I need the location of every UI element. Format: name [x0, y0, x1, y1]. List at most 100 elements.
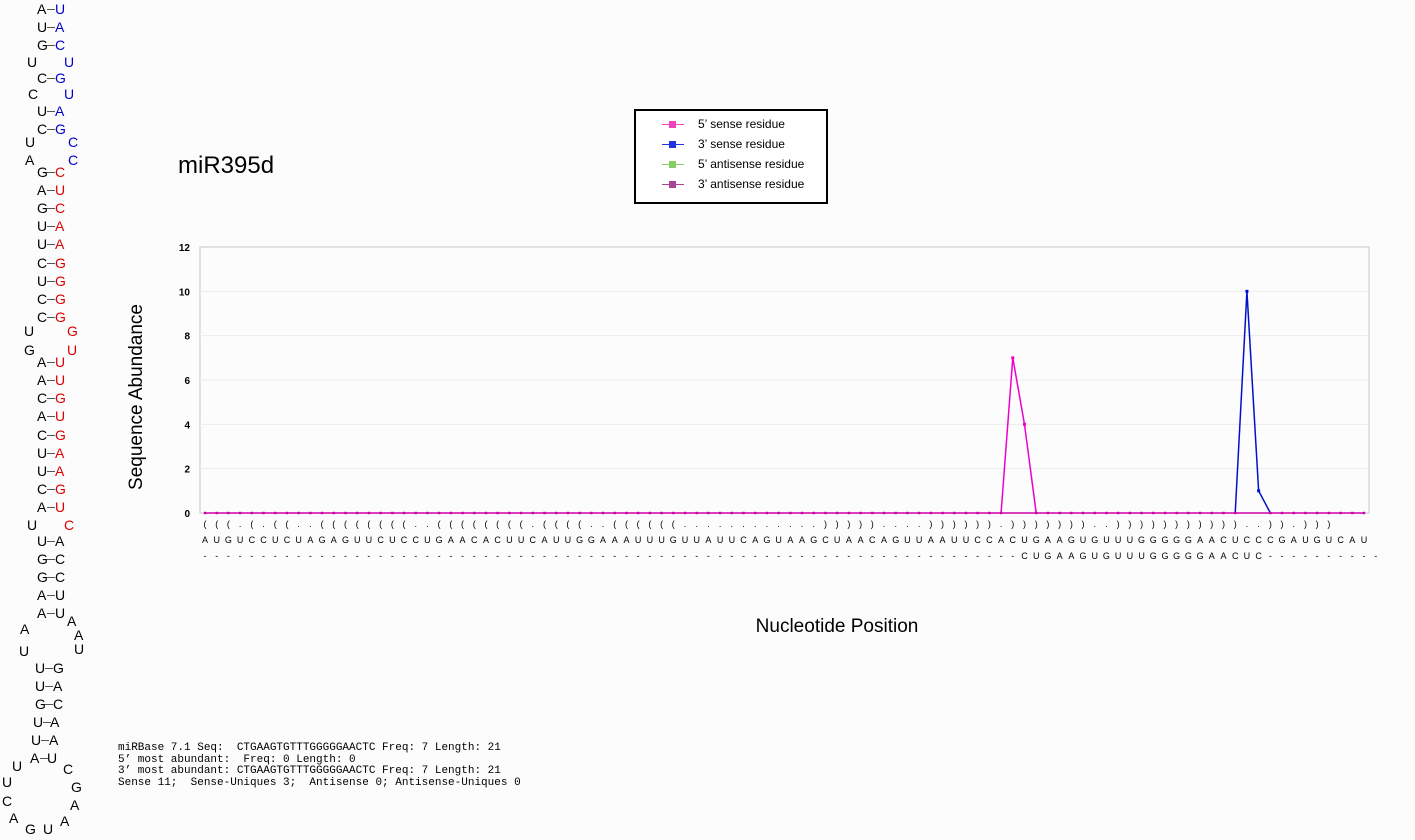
baseline-point	[227, 511, 230, 515]
baseline-point	[262, 511, 265, 515]
nucleotide: U	[55, 1, 66, 17]
structure-char: (	[344, 519, 347, 529]
nucleotide: A	[53, 678, 63, 694]
baseline-point	[660, 511, 663, 515]
nucleotide: G	[55, 70, 66, 86]
baseline-point	[730, 511, 734, 515]
structure-char: )	[953, 519, 956, 529]
nucleotide: G	[55, 255, 66, 271]
nucleotide: G	[37, 37, 48, 53]
legend-label: 3’ antisense residue	[698, 177, 805, 191]
sequence-char: U	[295, 535, 302, 545]
nucleotide: C	[37, 291, 48, 307]
sequence-char: C	[1244, 535, 1251, 545]
read-char: -	[812, 551, 815, 561]
structure-char: .	[766, 519, 769, 529]
read-char: -	[1351, 551, 1354, 561]
data-point	[1011, 356, 1015, 360]
base-pair-bond	[47, 453, 55, 454]
base-pair-bond	[47, 416, 55, 417]
read-char: A	[1057, 551, 1063, 561]
baseline-point	[1234, 511, 1237, 515]
sequence-char: U	[635, 535, 642, 545]
nucleotide: A	[55, 218, 65, 234]
structure-char: (	[520, 519, 523, 529]
baseline-point	[847, 511, 851, 515]
nucleotide: A	[55, 103, 65, 119]
base-pair-bond	[47, 208, 55, 209]
structure-char: (	[496, 519, 499, 529]
read-char: -	[403, 551, 406, 561]
base-pair-bond	[47, 317, 55, 318]
structure-char: .	[1000, 519, 1003, 529]
base-pair-bond	[47, 9, 55, 10]
structure-char: .	[590, 519, 593, 529]
structure-char: )	[1152, 519, 1155, 529]
baseline-point	[461, 511, 464, 515]
sequence-char: G	[1314, 535, 1321, 545]
sequence-char: G	[1279, 535, 1286, 545]
sequence-char: C	[494, 535, 501, 545]
nucleotide: A	[74, 627, 84, 643]
structure-char: .	[297, 519, 300, 529]
nucleotide: U	[74, 641, 85, 657]
read-char: -	[754, 551, 757, 561]
read-char: -	[1281, 551, 1284, 561]
read-char: -	[321, 551, 324, 561]
read-char: C	[1021, 551, 1028, 561]
structure-char: (	[285, 519, 288, 529]
baseline-point	[1327, 511, 1331, 515]
nucleotide: A	[55, 533, 65, 549]
base-pair-bond	[40, 758, 48, 759]
legend-item-3-antisense: 3’ antisense residue	[636, 177, 826, 193]
base-pair-bond	[47, 577, 55, 578]
structure-char: )	[1163, 519, 1166, 529]
read-char: -	[391, 551, 394, 561]
sequence-char: U	[213, 535, 220, 545]
baseline-point	[508, 511, 511, 515]
baseline-point	[648, 511, 652, 515]
baseline-point	[613, 511, 616, 515]
nucleotide: U	[37, 463, 48, 479]
baseline-point	[941, 511, 944, 515]
nucleotide: U	[27, 517, 38, 533]
baseline-point	[1175, 511, 1178, 515]
sequence-char: C	[377, 535, 384, 545]
read-char: U	[1138, 551, 1145, 561]
structure-char: (	[204, 519, 207, 529]
structure-char: )	[1128, 519, 1131, 529]
structure-char: )	[1011, 519, 1014, 529]
sequence-char: U	[951, 535, 958, 545]
read-char: -	[648, 551, 651, 561]
base-pair-bond	[45, 704, 53, 705]
sequence-char: A	[1045, 535, 1051, 545]
sequence-char: G	[1068, 535, 1075, 545]
baseline-point	[835, 511, 839, 515]
baseline-point	[1128, 511, 1132, 515]
read-char: -	[309, 551, 312, 561]
base-pair-bond	[47, 226, 55, 227]
read-char: U	[1033, 551, 1040, 561]
info-mirbase-line: miRBase 7.1 Seq: CTGAAGTGTTTGGGGGAACTC F…	[118, 742, 501, 754]
sequence-char: A	[448, 535, 454, 545]
structure-char: )	[1281, 519, 1284, 529]
sequence-char: U	[1326, 535, 1333, 545]
baseline-point	[1351, 511, 1354, 515]
sequence-char: A	[799, 535, 805, 545]
sequence-char: U	[775, 535, 782, 545]
baseline-point	[824, 511, 827, 515]
structure-char: )	[1199, 519, 1202, 529]
baseline-point	[988, 511, 991, 515]
nucleotide: C	[37, 427, 48, 443]
sequence-char: U	[658, 535, 665, 545]
nucleotide: C	[55, 551, 66, 567]
sequence-char: G	[1173, 535, 1180, 545]
sequence-char: U	[1232, 535, 1239, 545]
nucleotide: U	[55, 587, 66, 603]
read-char: C	[1232, 551, 1239, 561]
read-char: C	[1255, 551, 1262, 561]
y-tick-label: 4	[184, 420, 190, 431]
read-char: -	[274, 551, 277, 561]
sequence-char: C	[974, 535, 981, 545]
read-char: -	[859, 551, 862, 561]
